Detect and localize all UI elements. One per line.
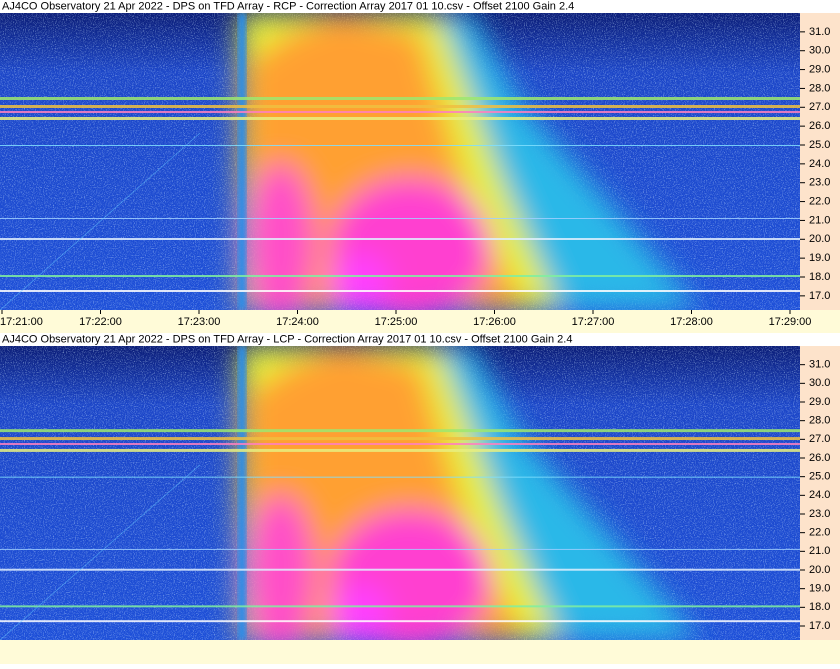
x-tick-label: 17:28:00	[670, 316, 713, 328]
x-axis-panel	[0, 310, 840, 333]
x-tick-label: 17:27:00	[572, 316, 615, 328]
y-tick-label: 17.0	[809, 290, 830, 302]
x-tick-label: 17:24:00	[276, 316, 319, 328]
x-tick-label: 17:26:00	[473, 316, 516, 328]
y-tick-label: 26.0	[809, 452, 830, 464]
y-tick-label: 26.0	[809, 120, 830, 132]
y-tick-label: 19.0	[809, 252, 830, 264]
y-tick-label: 27.0	[809, 433, 830, 445]
x-tick-label: 17:25:00	[375, 316, 418, 328]
y-tick-label: 19.0	[809, 583, 830, 595]
spectrogram-image	[0, 346, 800, 653]
y-axis-panel	[800, 13, 840, 310]
y-tick-label: 21.0	[809, 214, 830, 226]
x-tick-label: 17:29:00	[769, 316, 812, 328]
chart-title: AJ4CO Observatory 21 Apr 2022 - DPS on T…	[2, 333, 572, 345]
y-tick-label: 20.0	[809, 564, 830, 576]
y-tick-label: 31.0	[809, 26, 830, 38]
x-tick-label: 17:21:00	[0, 316, 43, 328]
y-tick-label: 22.0	[809, 195, 830, 207]
x-axis-panel	[0, 640, 840, 664]
y-tick-label: 23.0	[809, 177, 830, 189]
y-tick-label: 18.0	[809, 601, 830, 613]
y-tick-label: 20.0	[809, 233, 830, 245]
y-tick-label: 29.0	[809, 63, 830, 75]
y-tick-label: 25.0	[809, 139, 830, 151]
y-tick-label: 30.0	[809, 45, 830, 57]
y-tick-label: 30.0	[809, 377, 830, 389]
title-bar	[0, 0, 840, 13]
y-tick-label: 22.0	[809, 527, 830, 539]
y-tick-label: 29.0	[809, 396, 830, 408]
y-tick-label: 27.0	[809, 101, 830, 113]
title-bar	[0, 333, 840, 346]
y-tick-label: 17.0	[809, 620, 830, 632]
y-tick-label: 24.0	[809, 158, 830, 170]
chart-title: AJ4CO Observatory 21 Apr 2022 - DPS on T…	[2, 0, 574, 12]
x-tick-label: 17:22:00	[79, 316, 122, 328]
y-tick-label: 28.0	[809, 415, 830, 427]
y-tick-label: 21.0	[809, 545, 830, 557]
y-tick-label: 23.0	[809, 508, 830, 520]
x-tick-label: 17:23:00	[178, 316, 221, 328]
y-tick-label: 31.0	[809, 359, 830, 371]
spectrogram-image	[0, 13, 800, 323]
y-tick-label: 28.0	[809, 82, 830, 94]
y-tick-label: 18.0	[809, 271, 830, 283]
y-tick-label: 24.0	[809, 489, 830, 501]
y-tick-label: 25.0	[809, 471, 830, 483]
y-axis-panel	[800, 346, 840, 640]
